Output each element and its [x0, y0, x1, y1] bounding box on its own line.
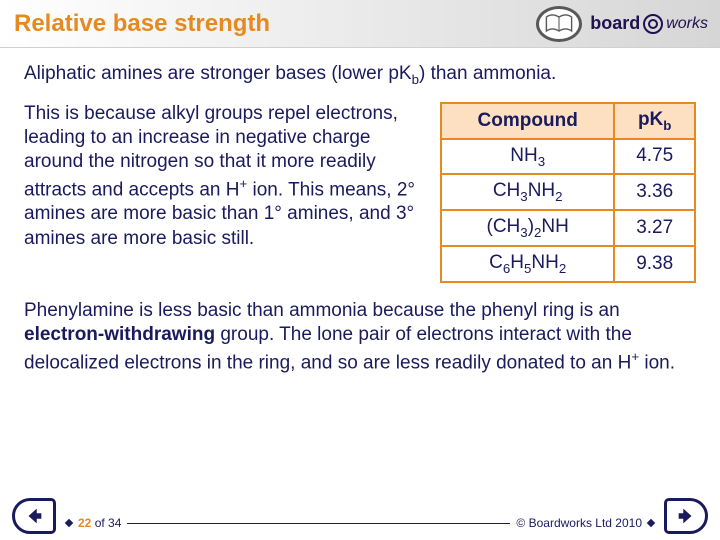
arrow-left-icon [23, 505, 45, 527]
cell-pkb: 3.27 [614, 210, 695, 246]
book-icon [536, 6, 582, 42]
table-row: CH3NH23.36 [441, 174, 695, 210]
cell-pkb: 9.38 [614, 246, 695, 282]
table-row: NH34.75 [441, 139, 695, 175]
table-header-row: Compound pKb [441, 103, 695, 139]
page-counter: 22 of 34 [78, 516, 121, 530]
logo-text-left: board [590, 13, 640, 34]
table-row: C6H5NH29.38 [441, 246, 695, 282]
explanation-text: This is because alkyl groups repel elect… [24, 102, 422, 283]
header-bar: Relative base strength board works [0, 0, 720, 48]
phenylamine-text: Phenylamine is less basic than ammonia b… [24, 299, 696, 375]
diamond-icon [647, 519, 655, 527]
footer-bar: 22 of 34 © Boardworks Ltd 2010 [0, 494, 720, 540]
boardworks-logo: board works [590, 13, 708, 34]
col-pkb: pKb [614, 103, 695, 139]
logo-text-right: works [666, 15, 708, 33]
cell-compound: (CH3)2NH [441, 210, 614, 246]
gear-icon [643, 14, 663, 34]
next-button[interactable] [664, 498, 708, 534]
pkb-table: Compound pKb NH34.75CH3NH23.36(CH3)2NH3.… [440, 102, 696, 283]
page-title: Relative base strength [14, 10, 536, 38]
cell-pkb: 3.36 [614, 174, 695, 210]
intro-text: Aliphatic amines are stronger bases (low… [24, 62, 696, 88]
content-area: Aliphatic amines are stronger bases (low… [0, 48, 720, 375]
footer-line: 22 of 34 © Boardworks Ltd 2010 [56, 516, 664, 534]
rule-line [127, 523, 510, 524]
cell-pkb: 4.75 [614, 139, 695, 175]
cell-compound: NH3 [441, 139, 614, 175]
cell-compound: C6H5NH2 [441, 246, 614, 282]
col-compound: Compound [441, 103, 614, 139]
copyright-text: © Boardworks Ltd 2010 [516, 516, 642, 530]
arrow-right-icon [675, 505, 697, 527]
mid-row: This is because alkyl groups repel elect… [24, 102, 696, 283]
cell-compound: CH3NH2 [441, 174, 614, 210]
prev-button[interactable] [12, 498, 56, 534]
table-row: (CH3)2NH3.27 [441, 210, 695, 246]
diamond-icon [65, 519, 73, 527]
